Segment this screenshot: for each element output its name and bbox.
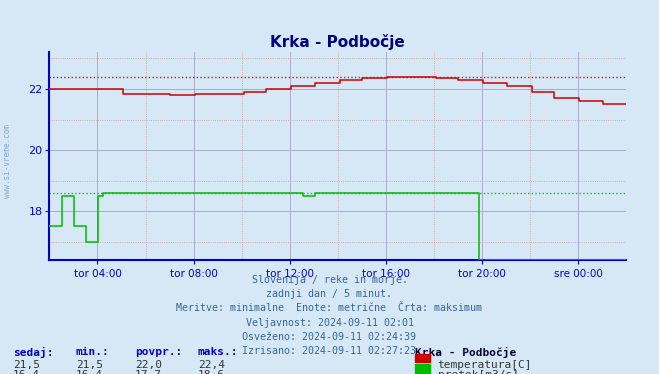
Text: pretok[m3/s]: pretok[m3/s]	[438, 370, 519, 374]
Text: povpr.:: povpr.:	[135, 347, 183, 357]
Text: Krka - Podbočje: Krka - Podbočje	[415, 347, 517, 358]
Text: 16,4: 16,4	[76, 370, 103, 374]
Text: 17,7: 17,7	[135, 370, 162, 374]
Text: 18,6: 18,6	[198, 370, 225, 374]
Text: 22,4: 22,4	[198, 360, 225, 370]
Title: Krka - Podbočje: Krka - Podbočje	[270, 34, 405, 50]
Text: Veljavnost: 2024-09-11 02:01: Veljavnost: 2024-09-11 02:01	[246, 318, 413, 328]
Text: 21,5: 21,5	[76, 360, 103, 370]
Text: sedaj:: sedaj:	[13, 347, 53, 358]
Text: 22,0: 22,0	[135, 360, 162, 370]
Text: 16,4: 16,4	[13, 370, 40, 374]
Text: Osveženo: 2024-09-11 02:24:39: Osveženo: 2024-09-11 02:24:39	[243, 332, 416, 342]
Text: Meritve: minimalne  Enote: metrične  Črta: maksimum: Meritve: minimalne Enote: metrične Črta:…	[177, 303, 482, 313]
Text: www.si-vreme.com: www.si-vreme.com	[3, 124, 13, 198]
Text: 21,5: 21,5	[13, 360, 40, 370]
Text: maks.:: maks.:	[198, 347, 238, 357]
Text: Slovenija / reke in morje.: Slovenija / reke in morje.	[252, 275, 407, 285]
Text: temperatura[C]: temperatura[C]	[438, 360, 532, 370]
Text: Izrisano: 2024-09-11 02:27:23: Izrisano: 2024-09-11 02:27:23	[243, 346, 416, 356]
Text: zadnji dan / 5 minut.: zadnji dan / 5 minut.	[266, 289, 393, 299]
Text: min.:: min.:	[76, 347, 109, 357]
